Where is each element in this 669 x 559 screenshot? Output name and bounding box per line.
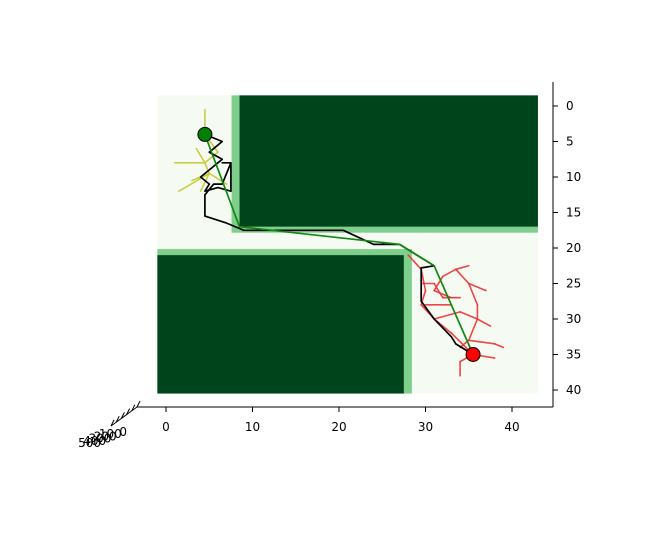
goal-tree-edge	[433, 275, 444, 292]
goal-tree-edge	[459, 311, 479, 320]
goal-tree-edge	[493, 343, 505, 349]
raw-path-line	[199, 133, 474, 356]
goal-tree-edge	[467, 318, 479, 342]
y-tick-label: 40	[566, 383, 581, 397]
obstacle-layer	[157, 95, 538, 394]
z-tick-label: 300	[88, 432, 111, 446]
smoothed-path-line	[204, 134, 474, 355]
start-tree-edge	[204, 151, 219, 164]
axes-layer: 0 10 20 30 400510152025303540010020030040050…	[78, 82, 581, 450]
z-tick-label: 500	[78, 436, 101, 450]
z-tick-mark	[126, 408, 131, 415]
z-tick-mark	[115, 415, 120, 423]
obstacle-block	[239, 95, 538, 227]
start-tree-edge	[204, 162, 211, 175]
obstacle-edge	[231, 226, 538, 233]
start-marker	[197, 126, 213, 142]
goal-tree-edge	[454, 264, 470, 271]
y-tick-label: 35	[566, 348, 581, 362]
y-tick-label: 5	[566, 135, 574, 149]
z-tick-label: 200	[94, 429, 117, 443]
goal-tree-edge	[441, 268, 457, 278]
obstacle-edge	[403, 249, 412, 394]
start-tree-edge	[178, 172, 211, 192]
z-tick-label: 0	[119, 425, 127, 439]
y-tick-label: 20	[566, 241, 581, 255]
z-tick-mark	[110, 419, 115, 427]
goal-tree-edge	[467, 282, 479, 306]
goal-marker	[465, 347, 481, 362]
z-tick-mark	[120, 412, 125, 419]
y-tick-label: 0	[566, 99, 574, 113]
z-tick-label: 400	[83, 434, 106, 448]
y-tick-label: 10	[566, 170, 581, 184]
x-tick-label: 0	[162, 420, 170, 434]
z-axis-line	[110, 406, 138, 427]
y-tick-label: 25	[566, 277, 581, 291]
goal-tree-edge	[433, 282, 444, 299]
tree-layer	[173, 108, 505, 377]
y-tick-label: 30	[566, 312, 581, 326]
start-tree-edge	[199, 172, 211, 192]
x-tick-label: 10	[245, 420, 260, 434]
z-tick-label: 100	[99, 427, 122, 441]
goal-tree-edge	[476, 318, 492, 327]
y-tick-label: 15	[566, 206, 581, 220]
marker-layer	[197, 126, 481, 362]
goal-tree-edge	[467, 339, 496, 345]
x-tick-label: 40	[504, 420, 519, 434]
obstacle-edge	[157, 249, 412, 256]
start-tree-edge	[195, 147, 206, 164]
path-layer	[199, 133, 474, 356]
x-tick-label: 30	[418, 420, 433, 434]
obstacle-edge	[231, 95, 240, 229]
x-tick-label: 20	[331, 420, 346, 434]
z-tick-mark	[131, 404, 136, 412]
goal-tree-edge	[454, 268, 470, 285]
goal-tree-edge	[467, 282, 487, 292]
obstacle-block	[157, 255, 404, 394]
z-tick-mark	[136, 400, 141, 408]
goal-tree-edge	[407, 254, 422, 271]
